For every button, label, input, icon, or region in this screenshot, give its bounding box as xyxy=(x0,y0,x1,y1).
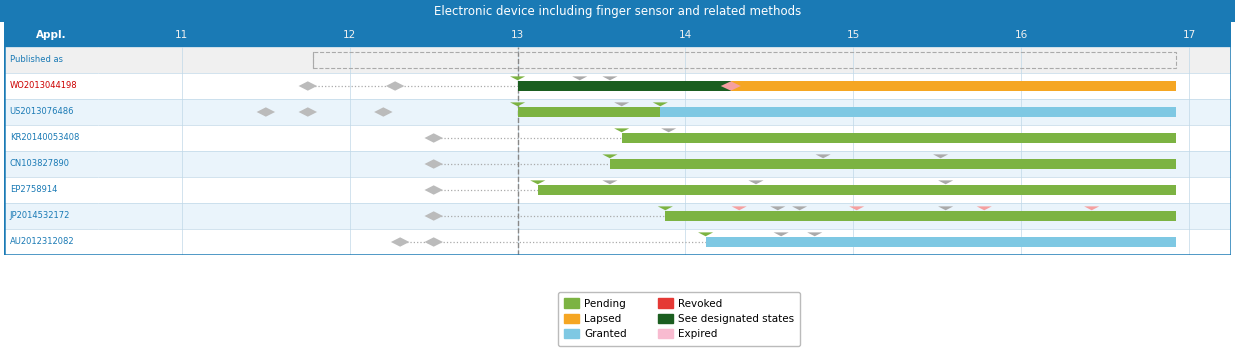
Polygon shape xyxy=(603,154,618,158)
Bar xyxy=(98,73,1231,99)
Bar xyxy=(621,132,1176,144)
Bar xyxy=(517,81,731,91)
Bar xyxy=(661,107,1176,117)
Bar xyxy=(4,151,98,177)
Bar xyxy=(4,22,98,47)
Polygon shape xyxy=(425,237,443,247)
Bar xyxy=(517,107,661,117)
Bar xyxy=(610,159,1176,169)
Polygon shape xyxy=(939,206,953,210)
Bar xyxy=(98,99,1231,125)
Text: Electronic device including finger sensor and related methods: Electronic device including finger senso… xyxy=(433,5,802,18)
Bar xyxy=(312,52,1176,68)
Bar xyxy=(4,125,98,151)
Polygon shape xyxy=(977,206,992,210)
Text: Appl.: Appl. xyxy=(36,29,67,39)
Text: 17: 17 xyxy=(1182,29,1195,39)
Bar xyxy=(98,203,1231,229)
Polygon shape xyxy=(748,180,763,184)
Polygon shape xyxy=(815,154,831,158)
Text: JP2014532172: JP2014532172 xyxy=(10,212,70,221)
Text: WO2013044198: WO2013044198 xyxy=(10,82,78,91)
Bar xyxy=(731,81,1176,91)
Polygon shape xyxy=(299,107,317,117)
Bar xyxy=(705,237,1176,247)
Polygon shape xyxy=(773,232,789,236)
Polygon shape xyxy=(257,107,275,117)
Bar xyxy=(4,229,98,255)
Polygon shape xyxy=(425,185,443,195)
Text: US2013076486: US2013076486 xyxy=(10,107,74,116)
Polygon shape xyxy=(939,180,953,184)
Text: 14: 14 xyxy=(679,29,692,39)
Text: 16: 16 xyxy=(1015,29,1028,39)
Bar xyxy=(4,73,98,99)
Polygon shape xyxy=(1084,206,1099,210)
Text: 13: 13 xyxy=(511,29,524,39)
Polygon shape xyxy=(721,81,741,91)
Polygon shape xyxy=(934,154,948,158)
Text: KR20140053408: KR20140053408 xyxy=(10,134,79,142)
Polygon shape xyxy=(299,81,317,91)
Polygon shape xyxy=(603,180,618,184)
Polygon shape xyxy=(603,76,618,80)
Polygon shape xyxy=(510,102,525,106)
Polygon shape xyxy=(385,81,404,91)
Polygon shape xyxy=(658,206,673,210)
Text: AU2012312082: AU2012312082 xyxy=(10,237,74,247)
Bar xyxy=(4,99,98,125)
Text: 12: 12 xyxy=(343,29,357,39)
Legend: Pending, Lapsed, Granted, Revoked, See designated states, Expired: Pending, Lapsed, Granted, Revoked, See d… xyxy=(558,292,800,345)
Text: 15: 15 xyxy=(847,29,860,39)
Polygon shape xyxy=(771,206,785,210)
Polygon shape xyxy=(614,102,630,106)
Bar xyxy=(4,177,98,203)
Text: 11: 11 xyxy=(175,29,189,39)
Bar xyxy=(98,151,1231,177)
Polygon shape xyxy=(808,232,823,236)
Polygon shape xyxy=(425,211,443,221)
Bar xyxy=(666,211,1176,222)
Bar xyxy=(98,125,1231,151)
Bar xyxy=(98,177,1231,203)
Text: Published as: Published as xyxy=(10,55,63,64)
Polygon shape xyxy=(698,232,713,236)
Polygon shape xyxy=(731,206,747,210)
Polygon shape xyxy=(425,159,443,169)
Polygon shape xyxy=(391,237,409,247)
Polygon shape xyxy=(653,102,668,106)
Polygon shape xyxy=(572,76,588,80)
Text: EP2758914: EP2758914 xyxy=(10,185,57,194)
Polygon shape xyxy=(614,129,630,132)
Polygon shape xyxy=(661,129,677,132)
Bar xyxy=(98,22,1231,47)
Polygon shape xyxy=(792,206,808,210)
Bar xyxy=(4,47,98,73)
Polygon shape xyxy=(374,107,393,117)
Polygon shape xyxy=(425,133,443,143)
Polygon shape xyxy=(530,180,546,184)
Bar xyxy=(98,229,1231,255)
Bar xyxy=(98,47,1231,73)
Polygon shape xyxy=(850,206,864,210)
Bar xyxy=(4,203,98,229)
Bar xyxy=(537,184,1176,195)
Polygon shape xyxy=(510,76,525,80)
Text: CN103827890: CN103827890 xyxy=(10,160,69,169)
